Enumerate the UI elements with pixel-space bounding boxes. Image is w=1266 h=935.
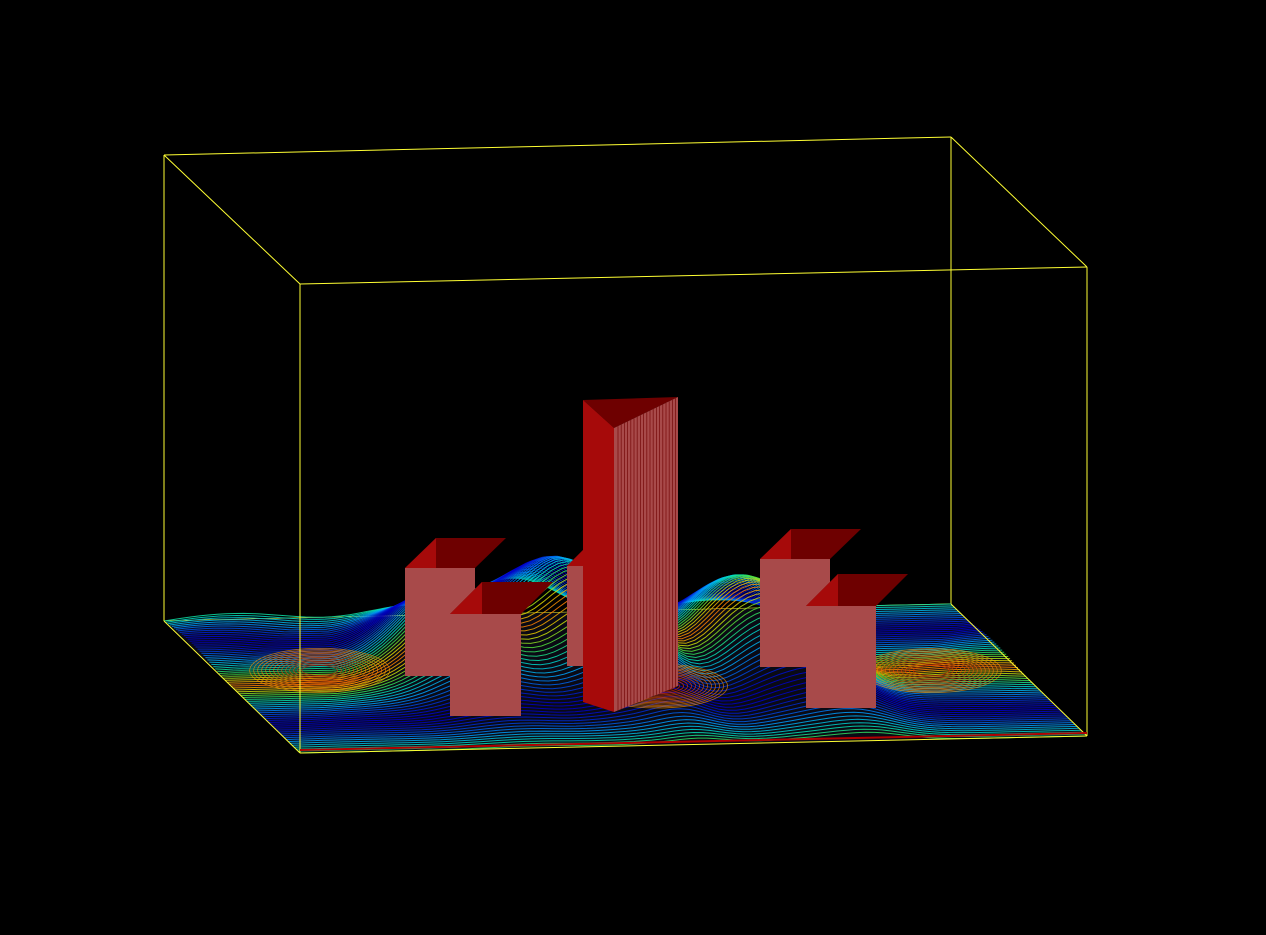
tower-top-face: [583, 397, 678, 428]
building-blocks: [405, 397, 908, 716]
recirculation-streamline: [301, 664, 339, 676]
recirculation-streamline: [273, 655, 367, 685]
recirculation-streamline: [297, 663, 343, 678]
block-front-face: [450, 614, 521, 716]
streamline: [282, 700, 1070, 737]
streamline: [284, 704, 1072, 739]
streamline: [292, 718, 1080, 746]
recirculation-streamline: [884, 656, 978, 686]
box-edge: [163, 154, 301, 285]
streamline: [290, 715, 1078, 744]
box-edge: [299, 735, 1088, 754]
central-tower-block: [583, 397, 678, 712]
recirculation-streamline: [904, 662, 958, 679]
streamline: [274, 683, 1062, 729]
block-front-right: [806, 574, 908, 708]
block-front-face: [806, 606, 876, 708]
recirculation-streamline: [253, 649, 387, 692]
streamline: [294, 722, 1082, 748]
box-edge: [950, 603, 1088, 737]
box-edge: [163, 136, 952, 156]
recirculation-streamline: [265, 653, 375, 688]
bounding-box-front-edges: [163, 267, 1088, 754]
recirculation-streamline: [888, 657, 974, 684]
front-edge-highlight: [299, 732, 1088, 751]
recirculation-streamline: [289, 660, 351, 680]
recirculation-streamline: [892, 658, 970, 683]
box-edge: [950, 136, 1088, 268]
recirculation-streamline: [293, 662, 347, 679]
recirculation-streamline: [261, 651, 379, 689]
recirculation-streamline: [249, 647, 391, 693]
recirculation-streamline: [257, 650, 383, 691]
streamline: [288, 711, 1076, 742]
box-edge: [299, 266, 1088, 285]
recirculation-streamline: [908, 663, 954, 678]
recirculation-streamline: [277, 657, 363, 684]
recirculation-streamline: [269, 654, 371, 687]
recirculation-streamline: [285, 659, 355, 682]
tower-side-face: [583, 400, 614, 712]
block-front-left: [450, 582, 553, 716]
recirculation-streamline: [880, 654, 982, 687]
box-edge: [163, 620, 301, 754]
tower-front-face: [614, 397, 678, 712]
recirculation-streamline: [281, 658, 359, 683]
streamline: [296, 725, 1084, 750]
streamline: [286, 708, 1074, 741]
recirculation-streamline: [896, 659, 966, 682]
recirculation-streamline: [912, 665, 950, 677]
recirculation-streamline: [900, 661, 962, 681]
recirculation-streamline: [876, 653, 986, 688]
